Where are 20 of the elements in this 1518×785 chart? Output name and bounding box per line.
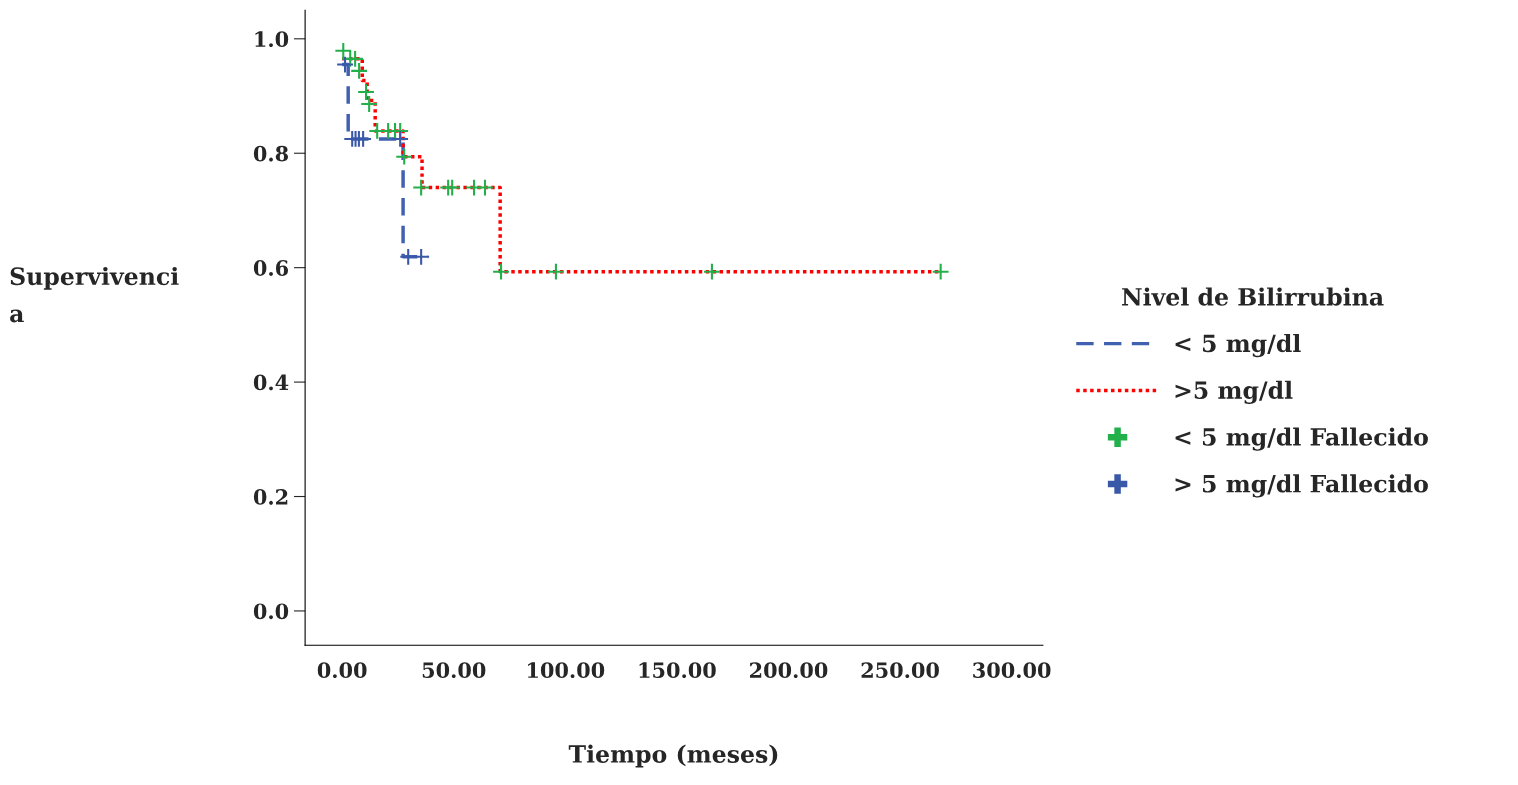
x-tick-label: 100.00 <box>527 662 605 679</box>
x-axis-title: Tiempo (meses) <box>568 744 778 768</box>
legend-label: < 5 mg/dl <box>1175 333 1301 358</box>
x-tick-label: 250.00 <box>861 662 939 679</box>
y-tick-label: 0.2 <box>253 488 288 505</box>
x-tick-label: 300.00 <box>973 662 1051 679</box>
y-tick-label: 1.0 <box>255 31 289 48</box>
legend-label: > 5 mg/dl Fallecido <box>1175 474 1428 498</box>
y-tick-label: 0.0 <box>253 603 289 620</box>
legend-label: >5 mg/dl <box>1175 380 1293 404</box>
x-tick-label: 0.00 <box>317 662 367 679</box>
x-tick-label: 150.00 <box>639 662 716 679</box>
y-axis-title: Supervivenci a <box>10 266 179 323</box>
y-tick-label: 0.8 <box>253 145 289 162</box>
x-tick-label: 50.00 <box>422 662 486 679</box>
y-tick-label: 0.6 <box>253 260 289 276</box>
legend-label: < 5 mg/dl Fallecido <box>1175 427 1428 451</box>
y-tick-label: 0.4 <box>253 374 289 391</box>
legend-title: Nivel de Bilirrubina <box>1122 287 1384 306</box>
x-tick-label: 200.00 <box>750 662 828 679</box>
